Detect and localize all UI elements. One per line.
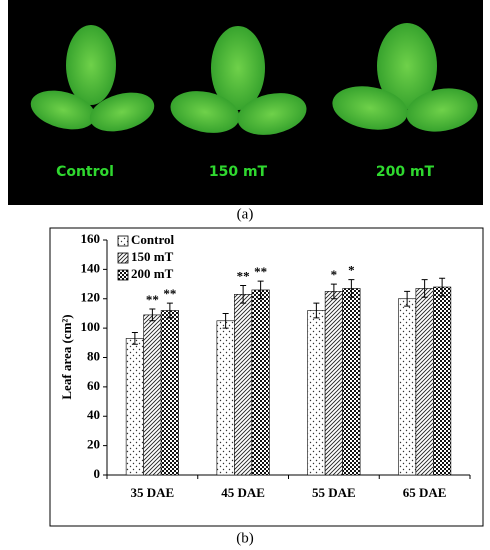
significance-label: *	[348, 263, 355, 278]
x-tick-label: 55 DAE	[312, 485, 356, 500]
bar	[415, 288, 434, 476]
bar	[398, 298, 417, 476]
error-bar	[240, 285, 247, 304]
leaf-group	[30, 23, 478, 135]
x-tick-label: 65 DAE	[403, 485, 447, 500]
bar	[143, 314, 162, 476]
bar	[216, 320, 235, 476]
legend-swatch	[117, 235, 129, 247]
error-bar	[439, 277, 446, 297]
legend-label: 200 mT	[131, 266, 174, 281]
significance-label: *	[331, 267, 338, 282]
bar	[324, 291, 343, 476]
error-bar	[404, 290, 411, 307]
chart-frame	[49, 227, 484, 527]
error-bar	[257, 280, 264, 300]
photo-label: Control	[56, 164, 114, 180]
photo-label: 150 mT	[209, 164, 268, 180]
significance-label: **	[146, 292, 159, 307]
x-tick-label: 45 DAE	[221, 485, 265, 500]
y-tick-label: 160	[81, 231, 101, 246]
error-bar	[131, 332, 138, 345]
y-tick-label: 80	[87, 348, 100, 363]
error-bar	[149, 308, 156, 322]
y-tick-label: 40	[87, 407, 100, 422]
y-tick-label: 60	[87, 378, 100, 393]
y-tick-label: 140	[81, 260, 101, 275]
legend-label: Control	[131, 232, 174, 247]
bar	[234, 294, 253, 476]
bar	[160, 310, 179, 476]
y-axis-label: Leaf area (cm²)	[59, 314, 74, 399]
bar	[125, 338, 144, 476]
y-tick-label: 20	[87, 437, 100, 452]
caption: (a)	[237, 206, 254, 222]
bar	[342, 288, 361, 476]
error-bar	[348, 279, 355, 298]
y-tick-label: 0	[94, 466, 101, 481]
error-bar	[313, 302, 320, 319]
significance-label: **	[237, 269, 250, 284]
error-bar	[330, 283, 337, 300]
error-bar	[421, 279, 428, 298]
error-bar	[166, 302, 173, 319]
photo-label: 200 mT	[376, 164, 435, 180]
bar	[433, 286, 452, 476]
y-tick-label: 120	[81, 290, 101, 305]
x-tick-label: 35 DAE	[131, 485, 175, 500]
legend-swatch	[117, 269, 129, 281]
legend-label: 150 mT	[131, 249, 174, 264]
caption: (b)	[236, 530, 254, 546]
y-tick-label: 100	[81, 319, 101, 334]
significance-label: **	[254, 264, 267, 279]
error-bar	[222, 312, 229, 329]
bar	[251, 289, 270, 476]
legend-swatch	[117, 252, 129, 264]
significance-label: **	[163, 286, 176, 301]
bar	[307, 310, 326, 476]
